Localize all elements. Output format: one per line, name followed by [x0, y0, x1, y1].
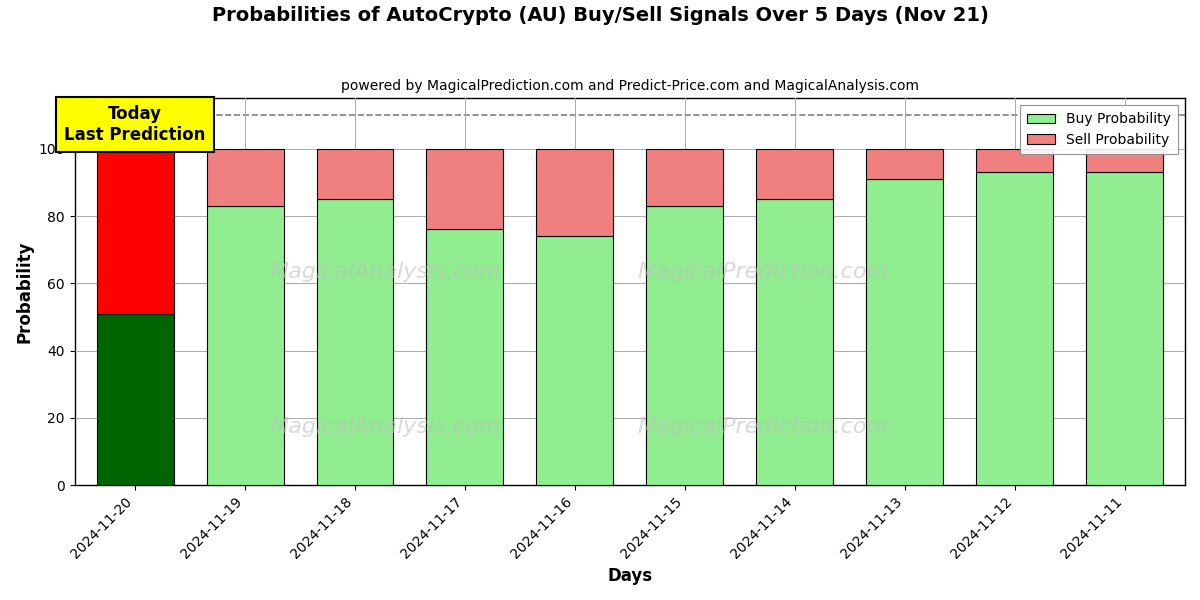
Bar [647, 206, 724, 485]
Text: MagicalAnalysis.com: MagicalAnalysis.com [270, 262, 502, 283]
Bar [97, 149, 174, 314]
Bar [866, 149, 943, 179]
Bar [1086, 172, 1163, 485]
Bar [97, 314, 174, 485]
Bar [206, 206, 283, 485]
X-axis label: Days: Days [607, 567, 653, 585]
Bar [317, 199, 394, 485]
Bar [756, 199, 833, 485]
Bar [756, 149, 833, 199]
Y-axis label: Probability: Probability [16, 241, 34, 343]
Bar [976, 172, 1054, 485]
Bar [426, 149, 504, 229]
Legend: Buy Probability, Sell Probability: Buy Probability, Sell Probability [1020, 105, 1178, 154]
Text: Today
Last Prediction: Today Last Prediction [65, 105, 206, 144]
Bar [536, 149, 613, 236]
Bar [1086, 149, 1163, 172]
Title: powered by MagicalPrediction.com and Predict-Price.com and MagicalAnalysis.com: powered by MagicalPrediction.com and Pre… [341, 79, 919, 93]
Bar [866, 179, 943, 485]
Bar [426, 229, 504, 485]
Text: MagicalPrediction.com: MagicalPrediction.com [637, 262, 889, 283]
Bar [647, 149, 724, 206]
Text: MagicalAnalysis.com: MagicalAnalysis.com [270, 417, 502, 437]
Text: Probabilities of AutoCrypto (AU) Buy/Sell Signals Over 5 Days (Nov 21): Probabilities of AutoCrypto (AU) Buy/Sel… [211, 6, 989, 25]
Bar [976, 149, 1054, 172]
Bar [206, 149, 283, 206]
Text: MagicalPrediction.com: MagicalPrediction.com [637, 417, 889, 437]
Bar [317, 149, 394, 199]
Bar [536, 236, 613, 485]
